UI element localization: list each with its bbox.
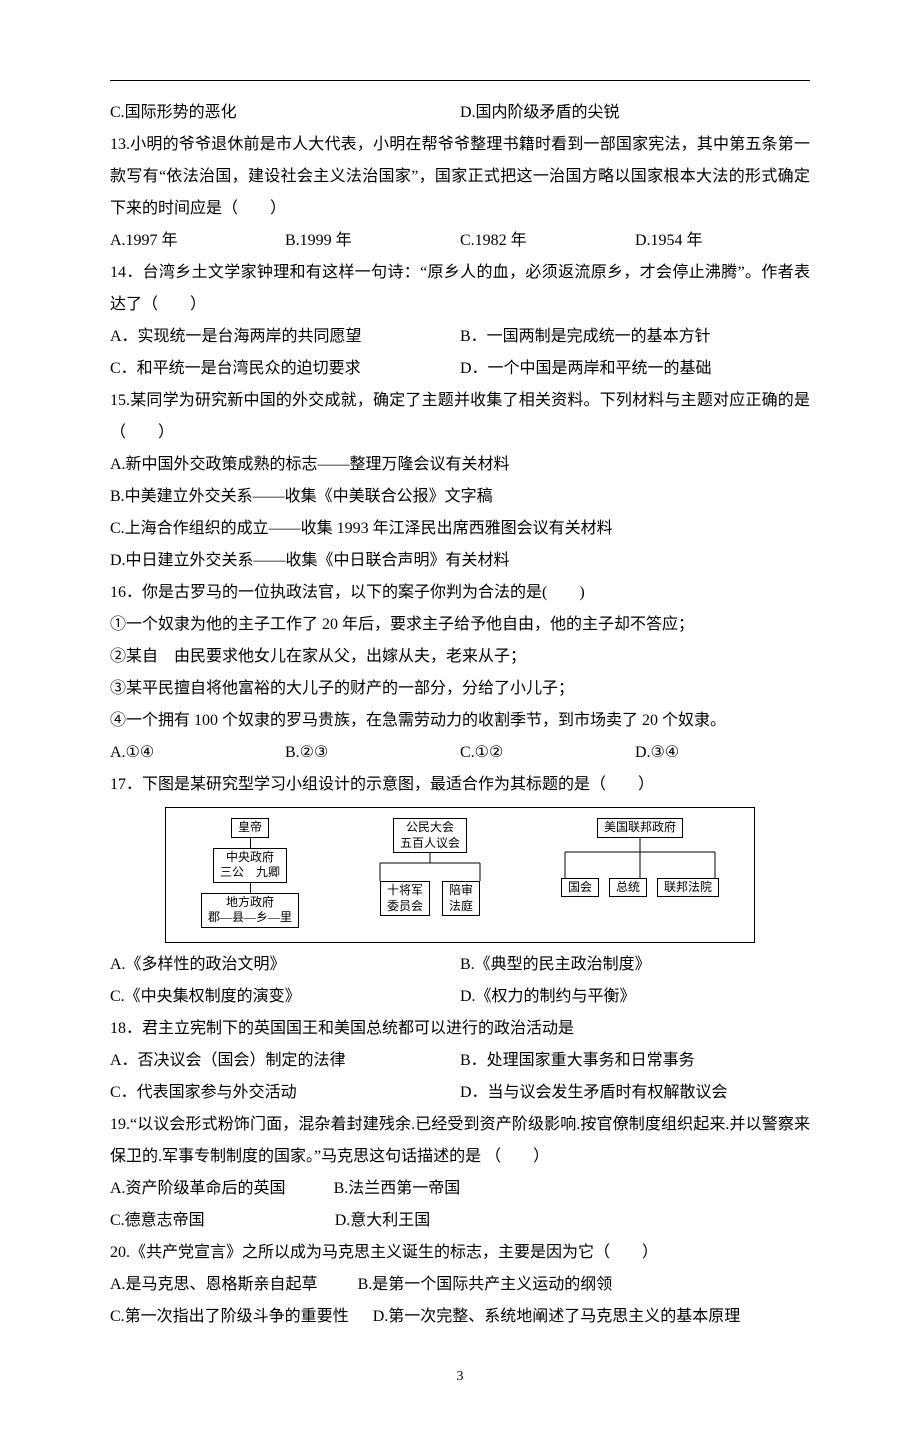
dg-right-congress: 国会 bbox=[561, 878, 599, 898]
diagram-left: 皇帝 中央政府 三公 九卿 地方政府 郡—县—乡—里 bbox=[180, 818, 320, 928]
q20-D: D.第一次完整、系统地阐述了马克思主义的基本原理 bbox=[373, 1301, 741, 1333]
q19-C: C.德意志帝国 bbox=[110, 1205, 205, 1237]
q16-s1: ①一个奴隶为他的主子工作了 20 年后，要求主子给予他自由，他的主子却不答应； bbox=[110, 609, 810, 641]
q14-B: B．一国两制是完成统一的基本方针 bbox=[460, 321, 810, 353]
dg-left-local-a: 地方政府 bbox=[208, 895, 292, 911]
q14-C: C．和平统一是台湾民众的迫切要求 bbox=[110, 353, 460, 385]
dg-right-court: 联邦法院 bbox=[657, 878, 719, 898]
dg-center-assembly-a: 公民大会 bbox=[400, 820, 460, 836]
dg-left-local-b: 郡—县—乡—里 bbox=[208, 910, 292, 926]
q20-C: C.第一次指出了阶级斗争的重要性 bbox=[110, 1301, 349, 1333]
q17-options: A.《多样性的政治文明》 B.《典型的民主政治制度》 C.《中央集权制度的演变》… bbox=[110, 949, 810, 1013]
q18-C: C．代表国家参与外交活动 bbox=[110, 1077, 460, 1109]
dg-right-connector bbox=[540, 838, 740, 878]
q17-stem: 17．下图是某研究型学习小组设计的示意图，最适合作为其标题的是（ ） bbox=[110, 769, 810, 801]
q19-A: A.资产阶级革命后的英国 bbox=[110, 1173, 286, 1205]
q12-C: C.国际形势的恶化 bbox=[110, 97, 460, 129]
q16-C: C.①② bbox=[460, 737, 635, 769]
q12-D: D.国内阶级矛盾的尖锐 bbox=[460, 97, 810, 129]
dg-center-connector bbox=[350, 853, 510, 881]
q20-options-row1: A.是马克思、恩格斯亲自起草 B.是第一个国际共产主义运动的纲领 bbox=[110, 1269, 810, 1301]
q20-options-row2: C.第一次指出了阶级斗争的重要性 D.第一次完整、系统地阐述了马克思主义的基本原… bbox=[110, 1301, 810, 1333]
q20-B: B.是第一个国际共产主义运动的纲领 bbox=[358, 1269, 613, 1301]
dg-center-generals: 十将军 委员会 bbox=[380, 881, 430, 916]
dg-left-emperor: 皇帝 bbox=[231, 818, 269, 838]
dg-right-president: 总统 bbox=[609, 878, 647, 898]
q19-options-row2: C.德意志帝国 D.意大利王国 bbox=[110, 1205, 810, 1237]
q16-A: A.①④ bbox=[110, 737, 285, 769]
q17-A: A.《多样性的政治文明》 bbox=[110, 949, 460, 981]
dg-center-jury: 陪审 法庭 bbox=[442, 881, 480, 916]
q14-options: A．实现统一是台海两岸的共同愿望 B．一国两制是完成统一的基本方针 C．和平统一… bbox=[110, 321, 810, 385]
q14-A: A．实现统一是台海两岸的共同愿望 bbox=[110, 321, 460, 353]
q19-D: D.意大利王国 bbox=[335, 1205, 431, 1237]
q15-B: B.中美建立外交关系——收集《中美联合公报》文字稿 bbox=[110, 481, 810, 513]
q17-C: C.《中央集权制度的演变》 bbox=[110, 981, 460, 1013]
dg-left-central-a: 中央政府 bbox=[220, 850, 280, 866]
q16-s2: ②某自 由民要求他女儿在家从父，出嫁从夫，老来从子； bbox=[110, 641, 810, 673]
dg-right-federal: 美国联邦政府 bbox=[597, 818, 683, 838]
q19-B: B.法兰西第一帝国 bbox=[334, 1173, 461, 1205]
q14-stem: 14．台湾乡土文学家钟理和有这样一句诗：“原乡人的血，必须返流原乡，才会停止沸腾… bbox=[110, 257, 810, 321]
q15-stem: 15.某同学为研究新中国的外交成就，确定了主题并收集了相关资料。下列材料与主题对… bbox=[110, 385, 810, 449]
q14-D: D．一个中国是两岸和平统一的基础 bbox=[460, 353, 810, 385]
q16-stem: 16．你是古罗马的一位执政法官，以下的案子你判为合法的是( ) bbox=[110, 577, 810, 609]
q19-stem: 19.“以议会形式粉饰门面，混杂着封建残余.已经受到资产阶级影响.按官僚制度组织… bbox=[110, 1109, 810, 1173]
dg-center-assembly: 公民大会 五百人议会 bbox=[393, 818, 467, 853]
document-page: C.国际形势的恶化 D.国内阶级矛盾的尖锐 13.小明的爷爷退休前是市人大代表，… bbox=[0, 0, 920, 1431]
q18-D: D．当与议会发生矛盾时有权解散议会 bbox=[460, 1077, 810, 1109]
diagram-right: 美国联邦政府 国会 总统 联邦法院 bbox=[540, 818, 740, 897]
q18-B: B．处理国家重大事务和日常事务 bbox=[460, 1045, 810, 1077]
q17-D: D.《权力的制约与平衡》 bbox=[460, 981, 810, 1013]
q16-s3: ③某平民擅自将他富裕的大儿子的财产的一部分，分给了小儿子； bbox=[110, 673, 810, 705]
q19-options-row1: A.资产阶级革命后的英国 B.法兰西第一帝国 bbox=[110, 1173, 810, 1205]
diagram-center: 公民大会 五百人议会 十将军 委员会 陪审 法庭 bbox=[340, 818, 520, 916]
q17-B: B.《典型的民主政治制度》 bbox=[460, 949, 810, 981]
q13-B: B.1999 年 bbox=[285, 225, 460, 257]
q13-C: C.1982 年 bbox=[460, 225, 635, 257]
q18-options: A．否决议会（国会）制定的法律 B．处理国家重大事务和日常事务 C．代表国家参与… bbox=[110, 1045, 810, 1109]
q13-A: A.1997 年 bbox=[110, 225, 285, 257]
q13-D: D.1954 年 bbox=[635, 225, 810, 257]
q13-options: A.1997 年 B.1999 年 C.1982 年 D.1954 年 bbox=[110, 225, 810, 257]
dg-left-central: 中央政府 三公 九卿 bbox=[213, 848, 287, 883]
q15-C: C.上海合作组织的成立——收集 1993 年江泽民出席西雅图会议有关材料 bbox=[110, 513, 810, 545]
q20-stem: 20.《共产党宣言》之所以成为马克思主义诞生的标志，主要是因为它（ ） bbox=[110, 1237, 810, 1269]
q15-A: A.新中国外交政策成熟的标志——整理万隆会议有关材料 bbox=[110, 449, 810, 481]
q13-stem: 13.小明的爷爷退休前是市人大代表，小明在帮爷爷整理书籍时看到一部国家宪法，其中… bbox=[110, 129, 810, 225]
dg-center-assembly-b: 五百人议会 bbox=[400, 836, 460, 852]
q16-s4: ④一个拥有 100 个奴隶的罗马贵族，在急需劳动力的收割季节，到市场卖了 20 … bbox=[110, 705, 810, 737]
q18-stem: 18．君主立宪制下的英国国王和美国总统都可以进行的政治活动是 bbox=[110, 1013, 810, 1045]
dg-left-local: 地方政府 郡—县—乡—里 bbox=[201, 893, 299, 928]
q12-options: C.国际形势的恶化 D.国内阶级矛盾的尖锐 bbox=[110, 97, 810, 129]
q18-A: A．否决议会（国会）制定的法律 bbox=[110, 1045, 460, 1077]
q17-diagram: 皇帝 中央政府 三公 九卿 地方政府 郡—县—乡—里 公民大会 bbox=[110, 807, 810, 943]
q16-options: A.①④ B.②③ C.①② D.③④ bbox=[110, 737, 810, 769]
top-rule bbox=[110, 80, 810, 81]
q16-B: B.②③ bbox=[285, 737, 460, 769]
q16-D: D.③④ bbox=[635, 737, 810, 769]
page-number: 3 bbox=[110, 1363, 810, 1391]
q15-D: D.中日建立外交关系——收集《中日联合声明》有关材料 bbox=[110, 545, 810, 577]
q20-A: A.是马克思、恩格斯亲自起草 bbox=[110, 1269, 318, 1301]
dg-left-central-b: 三公 九卿 bbox=[220, 865, 280, 881]
